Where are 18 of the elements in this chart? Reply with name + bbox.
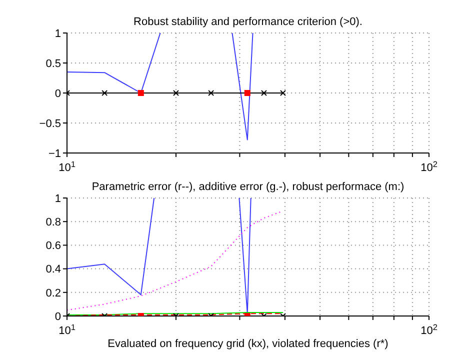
x-tick-label: 10$^{1}$ [58, 160, 76, 174]
x-tick-label: 10$^{2}$ [420, 160, 438, 174]
x-tick-label: 10$^{1}$ [58, 322, 76, 337]
y-tick-label: 0 [54, 88, 61, 100]
x-axis-title: Evaluated on frequency grid (kx), violated frequencies (r*) [106, 338, 390, 350]
y-tick-label: 0.4 [46, 264, 61, 276]
y-tick-label: 1 [54, 192, 61, 205]
x-tick-label: 10$^{2}$ [420, 322, 438, 337]
y-tick-label: 0.6 [46, 240, 61, 252]
y-tick-label: −1 [48, 148, 61, 160]
chart-title: Parametric error (r--), additive error (g.-), robust performace (m:) [90, 181, 406, 193]
chart-title: Robust stability and performance criterion (>0). [132, 16, 364, 28]
y-tick-label: −0.5 [39, 118, 61, 130]
y-tick-label: 0.8 [46, 216, 61, 229]
y-tick-label: 0 [54, 310, 61, 323]
y-tick-label: 1 [54, 28, 61, 40]
y-tick-label: 0.5 [46, 58, 61, 70]
y-tick-label: 0.2 [46, 287, 61, 300]
